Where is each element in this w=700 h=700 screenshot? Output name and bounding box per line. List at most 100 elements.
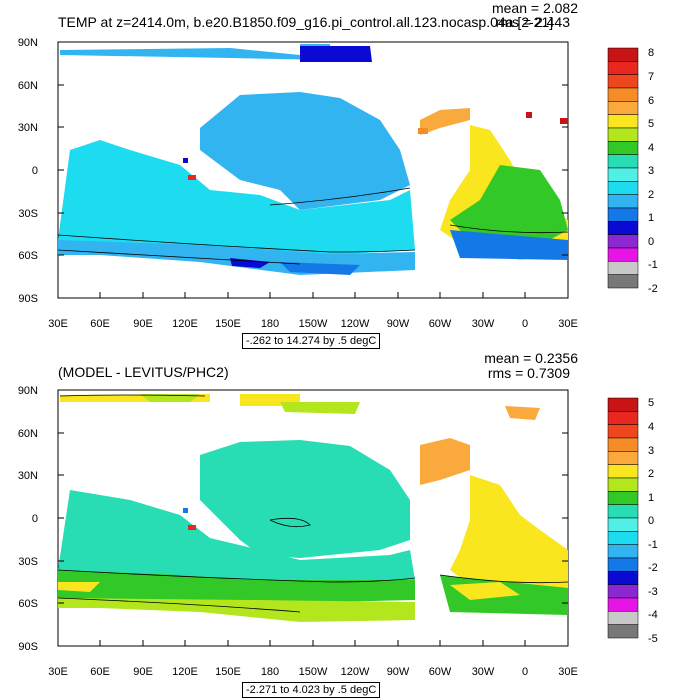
colorbar-swatch bbox=[607, 584, 639, 599]
lon-axis-labels: 30E 60E 90E 120E 150E 180 150W 120W 90W … bbox=[48, 318, 578, 330]
colorbar-swatch bbox=[607, 424, 639, 439]
lat-ticks bbox=[58, 389, 568, 647]
colorbar-swatch bbox=[607, 517, 639, 532]
colorbar-swatch bbox=[607, 611, 639, 625]
lon-label: 120E bbox=[172, 318, 198, 330]
lat-label: 0 bbox=[32, 513, 38, 525]
colorbar-labels: 5 4 3 2 1 0 -1 -2 -3 -4 -5 bbox=[648, 397, 658, 645]
colorbar-swatch bbox=[607, 557, 639, 572]
colorbar-swatch bbox=[607, 181, 639, 195]
lat-ticks bbox=[58, 41, 568, 299]
lon-label: 30E bbox=[48, 666, 68, 678]
lat-label: 60N bbox=[18, 428, 38, 440]
lon-label: 150W bbox=[299, 318, 328, 330]
lon-label: 60W bbox=[429, 318, 452, 330]
colorbar-label: 6 bbox=[648, 95, 654, 107]
lon-label: 150E bbox=[215, 318, 241, 330]
colorbar-swatch bbox=[607, 624, 639, 639]
lon-label: 180 bbox=[261, 318, 279, 330]
colorbar-swatch bbox=[607, 571, 639, 585]
colorbar bbox=[607, 397, 639, 639]
contour-range-note: -2.271 to 4.023 by .5 degC bbox=[242, 682, 381, 698]
lon-label: 90E bbox=[133, 318, 153, 330]
colorbar-swatch bbox=[607, 221, 639, 235]
map-plot: 90N 60N 30N 0 30S 60S 90S 30E 60E 90E 12… bbox=[18, 37, 658, 330]
lat-label: 90N bbox=[18, 37, 38, 49]
map-plot: 90N 60N 30N 0 30S 60S 90S 30E 60E 90E 12… bbox=[18, 385, 658, 678]
colorbar-label: -3 bbox=[648, 586, 658, 598]
colorbar-swatch bbox=[607, 234, 639, 249]
colorbar-swatch bbox=[607, 127, 639, 142]
lat-label: 90N bbox=[18, 385, 38, 397]
mean-label: mean = 0.2356 bbox=[484, 350, 578, 366]
lat-axis-labels: 90N 60N 30N 0 30S 60S 90S bbox=[18, 37, 38, 305]
colorbar-label: 3 bbox=[648, 445, 654, 457]
colorbar-swatch bbox=[607, 207, 639, 222]
colorbar-label: 8 bbox=[648, 47, 654, 59]
colorbar-swatch bbox=[607, 491, 639, 505]
lon-label: 150E bbox=[215, 666, 241, 678]
lon-axis-labels: 30E 60E 90E 120E 150E 180 150W 120W 90W … bbox=[48, 666, 578, 678]
lat-label: 30N bbox=[18, 122, 38, 134]
lon-label: 120W bbox=[341, 318, 370, 330]
contour-lines bbox=[57, 187, 569, 265]
colorbar bbox=[607, 47, 639, 289]
colorbar-label: -2 bbox=[648, 283, 658, 295]
mean-label: mean = 2.082 bbox=[491, 0, 578, 16]
lon-label: 60E bbox=[90, 318, 110, 330]
colorbar-label: 1 bbox=[648, 212, 654, 224]
colorbar-swatch bbox=[607, 47, 639, 62]
colorbar-swatch bbox=[607, 504, 639, 519]
colorbar-label: 1 bbox=[648, 492, 654, 504]
colorbar-label: 2 bbox=[648, 189, 654, 201]
colorbar-swatch bbox=[607, 544, 639, 559]
colorbar-label: -5 bbox=[648, 633, 658, 645]
lon-label: 30E bbox=[558, 666, 578, 678]
lat-label: 60N bbox=[18, 80, 38, 92]
land-mask-ocean-fill bbox=[58, 44, 568, 275]
lon-label: 90W bbox=[387, 666, 410, 678]
lon-label: 90W bbox=[387, 318, 410, 330]
colorbar-label: 2 bbox=[648, 468, 654, 480]
panel-title: (MODEL - LEVITUS/PHC2) bbox=[58, 364, 229, 380]
colorbar-label: -4 bbox=[648, 609, 658, 621]
colorbar-swatch bbox=[607, 437, 639, 452]
colorbar-swatch bbox=[607, 397, 639, 412]
lat-label: 30S bbox=[18, 556, 38, 568]
lat-label: 0 bbox=[32, 165, 38, 177]
colorbar-swatch bbox=[607, 247, 639, 262]
colorbar-swatch bbox=[607, 531, 639, 545]
panel-title: TEMP at z=2414.0m, b.e20.B1850.f09_g16.p… bbox=[58, 14, 554, 30]
colorbar-label: 0 bbox=[648, 515, 654, 527]
colorbar-swatch bbox=[607, 74, 639, 89]
colorbar-label: 5 bbox=[648, 397, 654, 409]
colorbar-swatch bbox=[607, 101, 639, 115]
lon-label: 30E bbox=[48, 318, 68, 330]
colorbar-label: 4 bbox=[648, 421, 654, 433]
colorbar-swatch bbox=[607, 464, 639, 479]
colorbar-swatch bbox=[607, 141, 639, 155]
lon-label: 60E bbox=[90, 666, 110, 678]
colorbar-swatch bbox=[607, 261, 639, 275]
lat-label: 30S bbox=[18, 208, 38, 220]
lon-ticks bbox=[57, 292, 569, 298]
colorbar-swatch bbox=[607, 451, 639, 465]
lat-axis-labels: 90N 60N 30N 0 30S 60S 90S bbox=[18, 385, 38, 653]
lat-label: 90S bbox=[18, 293, 38, 305]
land-mask-ocean-fill bbox=[58, 394, 568, 622]
lat-label: 90S bbox=[18, 641, 38, 653]
contour-lines bbox=[57, 394, 569, 613]
lon-ticks bbox=[57, 640, 569, 646]
colorbar-swatch bbox=[607, 194, 639, 209]
colorbar-label: 4 bbox=[648, 142, 654, 154]
lon-label: 150W bbox=[299, 666, 328, 678]
colorbar-label: 7 bbox=[648, 71, 654, 83]
lon-label: 0 bbox=[522, 666, 528, 678]
colorbar-label: 0 bbox=[648, 236, 654, 248]
lat-label: 60S bbox=[18, 250, 38, 262]
colorbar-swatch bbox=[607, 477, 639, 492]
lon-label: 120W bbox=[341, 666, 370, 678]
lon-label: 30E bbox=[558, 318, 578, 330]
colorbar-swatch bbox=[607, 61, 639, 75]
colorbar-swatch bbox=[607, 274, 639, 289]
